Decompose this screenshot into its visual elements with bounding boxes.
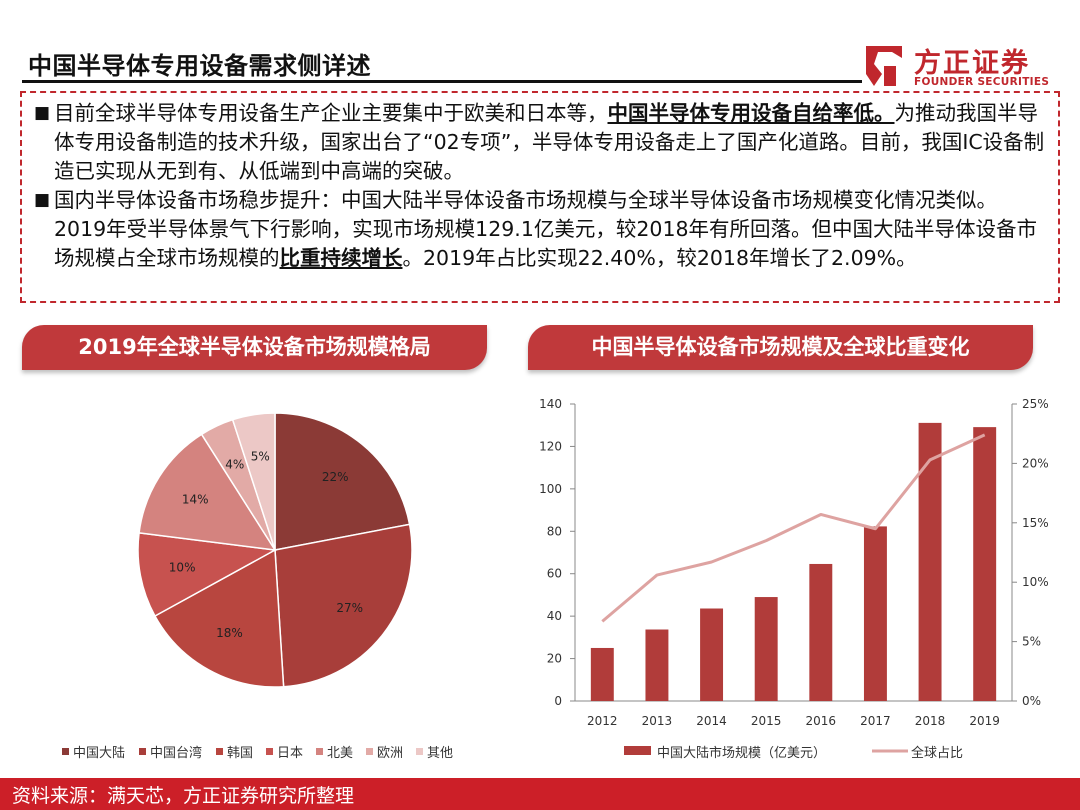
founder-logo-icon bbox=[866, 46, 902, 86]
legend-swatch-bar bbox=[624, 746, 651, 755]
legend-label: 日本 bbox=[277, 746, 303, 761]
pie-slice-7 bbox=[231, 412, 276, 551]
legend-label: 中国台湾 bbox=[150, 745, 202, 761]
logo-text-en: FOUNDER SECURITIES bbox=[914, 76, 1050, 88]
pie-slice-label: 27% bbox=[336, 601, 363, 615]
bar-2018 bbox=[918, 422, 942, 701]
pie-slice-label: 14% bbox=[182, 492, 209, 506]
right-tick-label: 15% bbox=[1022, 516, 1049, 530]
share-line bbox=[601, 433, 986, 623]
paragraph-2: ■ 国内半导体设备市场稳步提升：中国大陆半导体设备市场规模与全球半导体设备市场规模… bbox=[34, 186, 1048, 273]
logo-text-cn: 方正证券 bbox=[914, 48, 1030, 79]
legend-label-bar: 中国大陆市场规模（亿美元） bbox=[657, 745, 826, 761]
legend-swatch bbox=[416, 748, 423, 755]
pie-chart: 22% 27% 18% 10% 14% 4% 5% 中国大陆 中国台湾 韩国 日本 北美 欧洲 其他 bbox=[62, 412, 453, 761]
left-tick-label: 20 bbox=[547, 652, 562, 666]
legend-swatch bbox=[216, 748, 223, 755]
paragraph-1-text-end: 为推动我国半导体专用设备制造的技术升级，国家出台了“02专项”，半导体专用设备走… bbox=[54, 101, 1045, 183]
left-tick-label: 120 bbox=[539, 439, 562, 453]
pie-slice-label: 22% bbox=[322, 470, 349, 484]
x-tick-label: 2016 bbox=[806, 714, 837, 728]
paragraph-1: ■ 目前全球半导体专用设备生产企业主要集中于欧美和日本等，中国半导体专用设备自给率… bbox=[34, 99, 1048, 186]
x-tick-label: 2013 bbox=[642, 714, 673, 728]
x-tick-label: 2012 bbox=[587, 714, 618, 728]
legend-swatch bbox=[139, 748, 146, 755]
left-tick-label: 80 bbox=[547, 524, 562, 538]
legend-label-line: 全球占比 bbox=[911, 745, 963, 761]
bar-2013 bbox=[645, 629, 669, 701]
legend-label: 中国大陆 bbox=[73, 745, 125, 761]
bar-chart-title: 中国半导体设备市场规模及全球比重变化 bbox=[528, 325, 1033, 370]
pie-chart-title: 2019年全球半导体设备市场规模格局 bbox=[22, 325, 487, 370]
right-tick-label: 5% bbox=[1022, 635, 1041, 649]
legend-label: 北美 bbox=[327, 746, 353, 761]
legend-label: 其他 bbox=[427, 746, 453, 761]
bar-2012 bbox=[590, 647, 614, 701]
left-tick-label: 40 bbox=[547, 609, 562, 623]
pie-slice-label: 10% bbox=[169, 561, 196, 575]
source-note: 资料来源：满天芯，方正证券研究所整理 bbox=[12, 785, 355, 807]
x-tick-label: 2014 bbox=[696, 714, 727, 728]
bar-2017 bbox=[863, 526, 887, 701]
pie-slice-1 bbox=[274, 412, 411, 551]
x-tick-label: 2018 bbox=[915, 714, 946, 728]
pie-slice-3 bbox=[153, 548, 285, 688]
right-tick-label: 10% bbox=[1022, 575, 1049, 589]
bullet-icon: ■ bbox=[34, 103, 51, 123]
paragraph-2-text: 国内半导体设备市场稳步提升：中国大陆半导体设备市场规模与全球半导体设备市场规模变… bbox=[54, 188, 1038, 270]
x-tick-label: 2015 bbox=[751, 714, 782, 728]
page-title: 中国半导体专用设备需求侧详述 bbox=[28, 52, 371, 80]
legend-swatch bbox=[62, 748, 69, 755]
paragraph-2-text-end: 。2019年占比实现22.40%，较2018年增长了2.09%。 bbox=[402, 246, 917, 270]
legend-label: 韩国 bbox=[227, 746, 253, 761]
paragraph-2-highlight: 比重持续增长 bbox=[279, 246, 403, 270]
right-tick-label: 20% bbox=[1022, 456, 1049, 470]
right-tick-label: 25% bbox=[1022, 397, 1049, 411]
left-tick-label: 0 bbox=[554, 694, 562, 708]
company-logo: 方正证券 FOUNDER SECURITIES bbox=[862, 40, 1052, 92]
x-tick-label: 2017 bbox=[860, 714, 891, 728]
legend-swatch bbox=[266, 748, 273, 755]
pie-slice-2 bbox=[274, 523, 413, 688]
right-tick-label: 0% bbox=[1022, 694, 1041, 708]
legend-swatch bbox=[366, 748, 373, 755]
paragraph-1-text: 目前全球半导体专用设备生产企业主要集中于欧美和日本等， bbox=[54, 101, 608, 125]
paragraph-1-highlight: 中国半导体专用设备自给率低。 bbox=[607, 101, 895, 125]
legend-swatch bbox=[316, 748, 323, 755]
bar-2014 bbox=[700, 608, 724, 701]
bullet-icon: ■ bbox=[34, 190, 51, 210]
title-underline bbox=[22, 80, 862, 83]
summary-box: ■ 目前全球半导体专用设备生产企业主要集中于欧美和日本等，中国半导体专用设备自给率… bbox=[20, 91, 1060, 303]
footer-bar: 资料来源：满天芯，方正证券研究所整理 bbox=[0, 778, 1080, 810]
pie-slice-5 bbox=[138, 433, 277, 551]
bar-2015 bbox=[754, 597, 778, 701]
left-tick-label: 100 bbox=[539, 482, 562, 496]
pie-slice-label: 4% bbox=[225, 457, 244, 471]
bar-2016 bbox=[809, 563, 833, 701]
pie-slice-4 bbox=[137, 531, 278, 618]
left-tick-label: 140 bbox=[539, 397, 562, 411]
left-tick-label: 60 bbox=[547, 567, 562, 581]
legend-label: 欧洲 bbox=[377, 746, 403, 761]
pie-slice-label: 5% bbox=[251, 450, 270, 464]
bar-line-chart: 0 20 40 60 80 100 120 140 0% 5% 10% 15% 20% 25% 2012 20… bbox=[539, 397, 1049, 761]
pie-slice-label: 18% bbox=[216, 626, 243, 640]
x-tick-label: 2019 bbox=[969, 714, 1000, 728]
bar-2019 bbox=[973, 427, 997, 701]
